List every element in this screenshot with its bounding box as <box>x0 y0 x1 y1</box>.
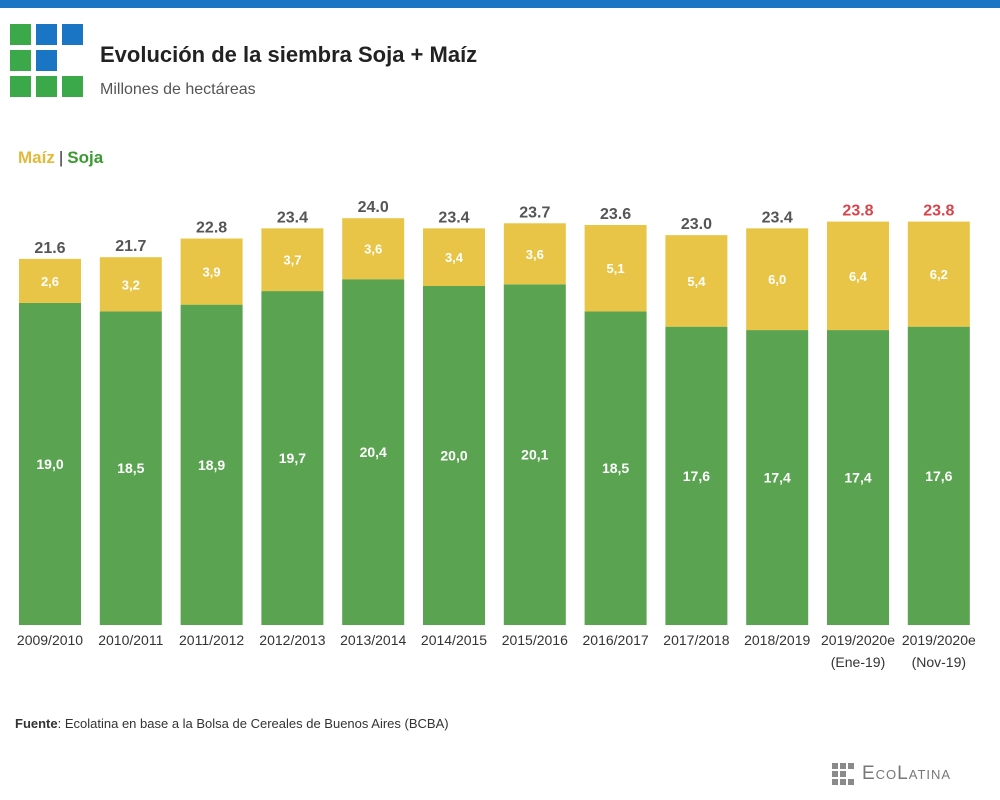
bar-soja <box>180 304 243 625</box>
bar-soja <box>19 302 81 625</box>
x-tick-label: 2011/2012 <box>179 632 244 648</box>
x-tick-label: 2012/2013 <box>259 632 325 648</box>
ecolatina-logo-icon <box>10 24 84 98</box>
total-label: 23.6 <box>600 206 631 223</box>
bar-maiz <box>261 228 324 292</box>
x-tick-label: 2017/2018 <box>663 632 729 648</box>
data-label-soja: 17,6 <box>925 468 952 484</box>
bar-maiz <box>665 235 728 327</box>
brand-grid-icon <box>832 763 856 785</box>
data-label-maiz: 3,7 <box>283 253 301 268</box>
data-label-maiz: 3,9 <box>203 265 221 280</box>
x-tick-label: 2016/2017 <box>583 632 649 648</box>
bar-maiz <box>584 224 647 312</box>
total-label: 23.7 <box>519 204 550 221</box>
stacked-bar-chart: 19,0 2,6 21.6 2009/2010 18,5 3,2 21.7 2010/2011… <box>17 199 976 670</box>
bar-maiz <box>99 257 162 312</box>
total-label: 23.8 <box>842 203 873 220</box>
bar-maiz <box>423 228 485 286</box>
bar-maiz <box>503 223 566 285</box>
data-label-soja: 20,1 <box>521 447 548 463</box>
legend-soja: Soja <box>67 148 104 167</box>
x-tick-label: 2014/2015 <box>421 632 487 648</box>
data-label-maiz: 6,0 <box>768 272 786 287</box>
total-label: 23.8 <box>923 203 954 220</box>
x-tick-label: 2019/2020e <box>821 632 895 648</box>
total-label: 22.8 <box>196 220 227 237</box>
data-label-maiz: 3,6 <box>526 247 544 262</box>
x-tick-label: (Nov-19) <box>912 654 966 670</box>
x-tick-label: 2013/2014 <box>340 632 406 648</box>
bar-maiz <box>827 221 889 331</box>
data-label-maiz: 3,4 <box>445 250 464 265</box>
data-label-soja: 18,5 <box>117 460 144 476</box>
bar-soja <box>342 279 405 625</box>
data-label-maiz: 3,2 <box>122 277 140 292</box>
data-label-soja: 19,0 <box>36 456 63 472</box>
bar-maiz <box>746 228 809 331</box>
total-label: 21.6 <box>34 240 65 257</box>
data-label-maiz: 5,1 <box>607 261 625 276</box>
data-label-soja: 20,0 <box>440 448 467 464</box>
bar-maiz <box>19 258 81 303</box>
data-label-maiz: 6,2 <box>930 267 948 282</box>
bar-soja <box>746 330 809 625</box>
total-label: 23.4 <box>762 209 793 226</box>
chart-subtitle: Millones de hectáreas <box>100 81 256 98</box>
x-tick-label: 2018/2019 <box>744 632 810 648</box>
bar-maiz <box>180 238 243 305</box>
x-tick-label: 2010/2011 <box>98 632 163 648</box>
data-label-soja: 17,4 <box>764 470 791 486</box>
data-label-soja: 18,5 <box>602 460 629 476</box>
data-label-maiz: 5,4 <box>687 274 706 289</box>
data-label-soja: 17,6 <box>683 468 710 484</box>
bar-soja <box>423 286 485 625</box>
total-label: 23.4 <box>438 209 469 226</box>
x-tick-label: 2009/2010 <box>17 632 83 648</box>
total-label: 24.0 <box>358 199 389 216</box>
source-label: Fuente <box>15 716 58 731</box>
data-label-soja: 19,7 <box>279 450 306 466</box>
total-label: 21.7 <box>115 238 146 255</box>
legend-maiz: Maíz <box>18 148 55 167</box>
bar-soja <box>827 330 889 625</box>
total-label: 23.4 <box>277 209 308 226</box>
brand-name: EcoLatina <box>862 763 952 784</box>
chart-title: Evolución de la siembra Soja + Maíz <box>100 42 478 67</box>
bar-soja <box>907 326 970 625</box>
legend-separator: | <box>58 148 64 167</box>
bar-maiz <box>342 218 405 280</box>
total-label: 23.0 <box>681 216 712 233</box>
bar-soja <box>503 284 566 625</box>
bar-soja <box>99 311 162 625</box>
x-tick-label: 2019/2020e <box>902 632 976 648</box>
data-label-maiz: 3,6 <box>364 242 382 257</box>
source-note: Fuente: Ecolatina en base a la Bolsa de … <box>15 716 449 731</box>
data-label-soja: 17,4 <box>844 470 871 486</box>
bar-soja <box>665 326 728 625</box>
x-tick-label: (Ene-19) <box>831 654 885 670</box>
x-tick-label: 2015/2016 <box>502 632 568 648</box>
source-text: : Ecolatina en base a la Bolsa de Cereal… <box>57 716 449 731</box>
bar-maiz <box>907 221 970 327</box>
data-label-maiz: 6,4 <box>849 269 868 284</box>
bar-soja <box>261 291 324 625</box>
bar-soja <box>584 311 647 625</box>
chart-legend: Maíz | Soja <box>18 148 103 168</box>
brand-footer: EcoLatina <box>832 762 992 786</box>
top-accent-bar <box>0 0 1000 8</box>
data-label-soja: 18,9 <box>198 457 225 473</box>
data-label-maiz: 2,6 <box>41 274 59 289</box>
data-label-soja: 20,4 <box>360 444 387 460</box>
